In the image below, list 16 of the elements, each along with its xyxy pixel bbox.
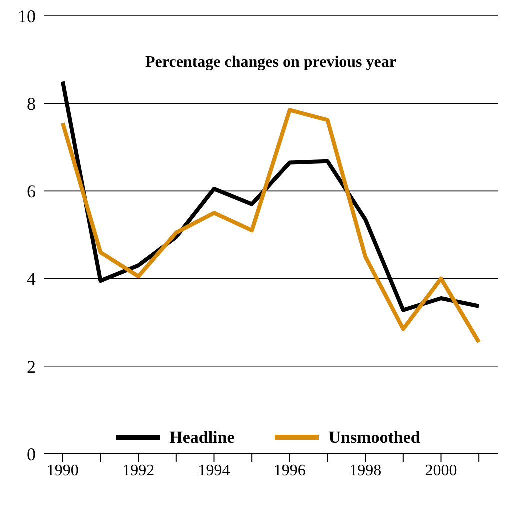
y-tick-label: 10	[18, 6, 36, 26]
x-tick-label: 1990	[46, 462, 79, 480]
y-tick-label: 8	[27, 94, 36, 114]
y-tick-label: 4	[27, 269, 36, 290]
x-tick-label: 1992	[122, 462, 155, 480]
y-tick-label: 2	[27, 356, 36, 377]
x-tick-label: 2000	[425, 462, 458, 480]
x-tick-label: 1994	[198, 462, 230, 480]
y-tick-label: 6	[27, 182, 36, 202]
y-tick-label: 0	[27, 444, 36, 464]
legend-label: Unsmoothed	[328, 428, 420, 448]
line-series	[60, 108, 482, 344]
x-tick-label: 1998	[350, 462, 382, 480]
text: Percentage changes on previous year	[144, 54, 398, 72]
x-tick-label: 1996	[274, 462, 306, 480]
legend-label: Headline	[170, 428, 235, 448]
